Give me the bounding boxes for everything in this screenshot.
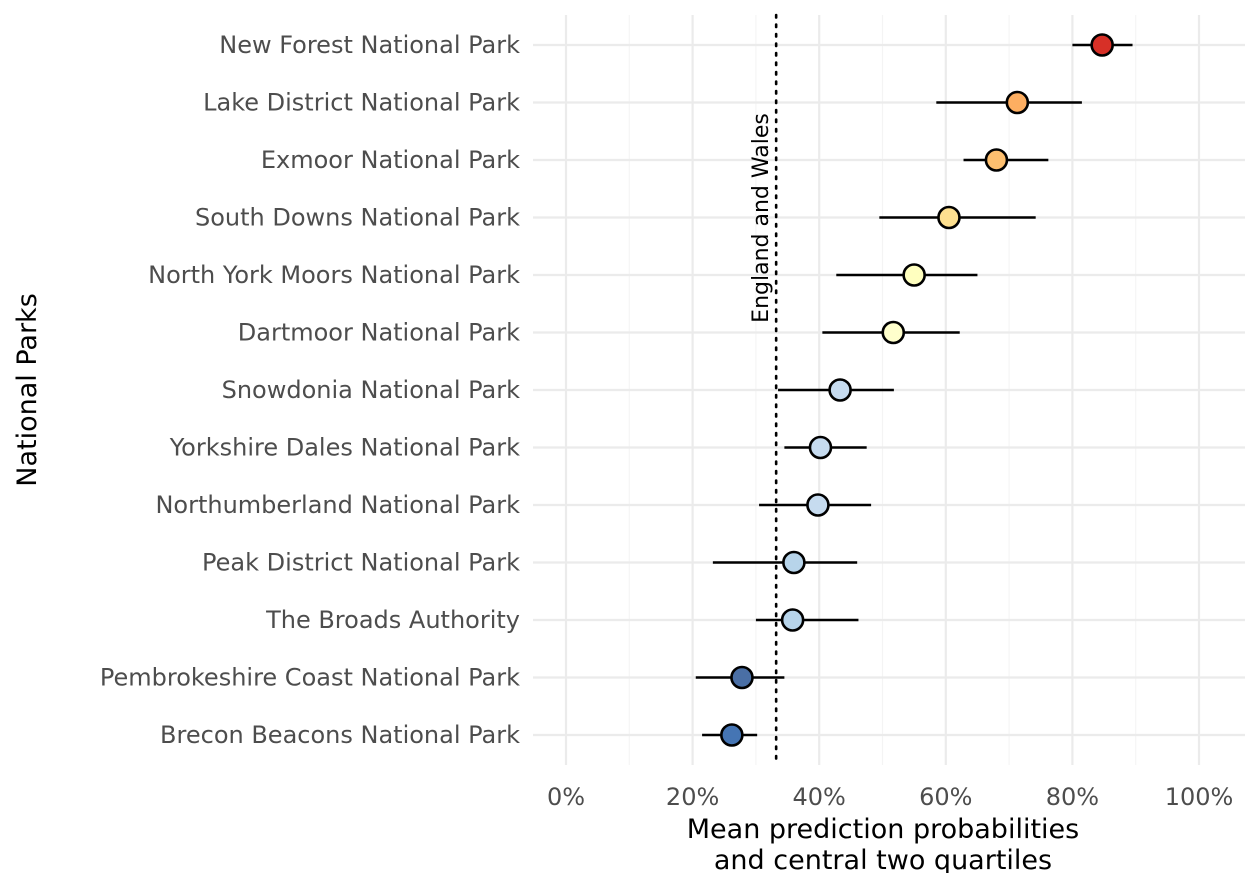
y-tick-label: Northumberland National Park [155,491,520,519]
x-tick-label: 60% [919,783,972,811]
y-tick-label: Pembrokeshire Coast National Park [100,664,520,692]
x-tick-label: 20% [666,783,719,811]
y-tick-label: North York Moors National Park [148,261,520,289]
data-point [780,608,805,632]
data-point [806,493,830,517]
y-tick-label: Yorkshire Dales National Park [169,434,520,462]
y-tick-label: New Forest National Park [219,31,520,59]
y-tick-labels: New Forest National Park Lake District Na… [100,31,520,749]
data-point [828,378,852,402]
x-axis-title: and central two quartiles [714,845,1052,873]
data-point [730,665,754,690]
x-tick-label: 80% [1046,783,1099,811]
y-tick-label: Exmoor National Park [261,146,520,174]
point-layer [720,33,1114,747]
y-axis-title: National Parks [12,293,43,487]
data-point [881,320,906,345]
x-tick-labels: 0% 20% 40% 60% 80% 100% [547,783,1233,811]
x-tick-label: 40% [793,783,846,811]
data-point [937,205,961,230]
data-point [1090,33,1114,57]
reference-layer: England and Wales [749,13,778,767]
y-tick-label: Peak District National Park [202,549,520,577]
data-point [1005,90,1030,115]
data-point [782,550,806,575]
x-tick-label: 0% [547,783,585,811]
y-tick-label: South Downs National Park [195,204,520,232]
y-tick-label: The Broads Authority [265,606,520,634]
data-point [720,723,744,747]
data-point [808,435,833,460]
y-tick-label: Dartmoor National Park [238,319,520,347]
data-point [902,263,926,287]
reference-line-label: England and Wales [749,113,774,323]
x-axis-title: Mean prediction probabilities [687,814,1079,845]
y-tick-label: Brecon Beacons National Park [160,721,520,749]
y-tick-label: Lake District National Park [203,89,520,117]
x-tick-label: 100% [1165,783,1234,811]
data-point [984,148,1009,172]
y-tick-label: Snowdonia National Park [222,376,520,404]
